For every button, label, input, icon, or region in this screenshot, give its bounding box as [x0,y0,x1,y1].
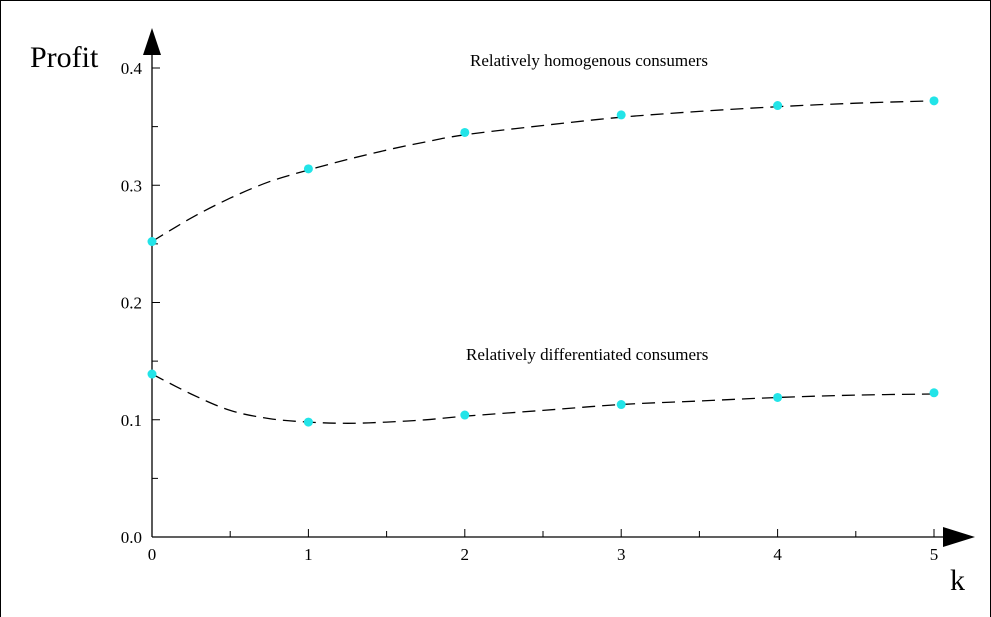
axes [143,28,975,547]
annotation-differentiated: Relatively differentiated consumers [466,345,708,364]
series-1-point [929,388,939,398]
y-tick-label: 0.1 [121,411,142,430]
series-1-point [773,392,783,402]
y-axis-arrow [143,28,161,55]
annotation-homogenous: Relatively homogenous consumers [470,51,708,70]
ticks: 0 1 2 3 4 5 0.0 0.1 0.2 0.3 0.4 [121,59,939,564]
series-1-point [616,400,626,410]
y-tick-label: 0.4 [121,59,143,78]
x-tick-label: 2 [461,545,470,564]
y-tick-label: 0.3 [121,176,142,195]
series-0-point [929,96,939,106]
x-axis-arrow [943,527,975,547]
x-tick-label: 4 [773,545,782,564]
x-tick-label: 0 [148,545,157,564]
series-1-curve [151,373,935,424]
x-tick-label: 1 [304,545,313,564]
series-1-point [460,410,470,420]
labels: Profit k Relatively homogenous consumers… [30,41,965,597]
x-axis-title: k [950,564,965,597]
curves [151,100,935,424]
series-1-point [147,369,157,379]
x-tick-label: 3 [617,545,626,564]
series-0-point [773,101,783,111]
y-axis-title: Profit [30,41,99,74]
series-0-point [460,127,470,137]
series-1-point [303,417,313,427]
series-0-curve [151,100,935,243]
series-0-point [303,164,313,174]
x-tick-label: 5 [930,545,939,564]
y-tick-label: 0.0 [121,528,142,547]
series-0-point [616,110,626,120]
y-tick-label: 0.2 [121,294,142,313]
points [147,96,939,427]
series-0-point [147,237,157,247]
